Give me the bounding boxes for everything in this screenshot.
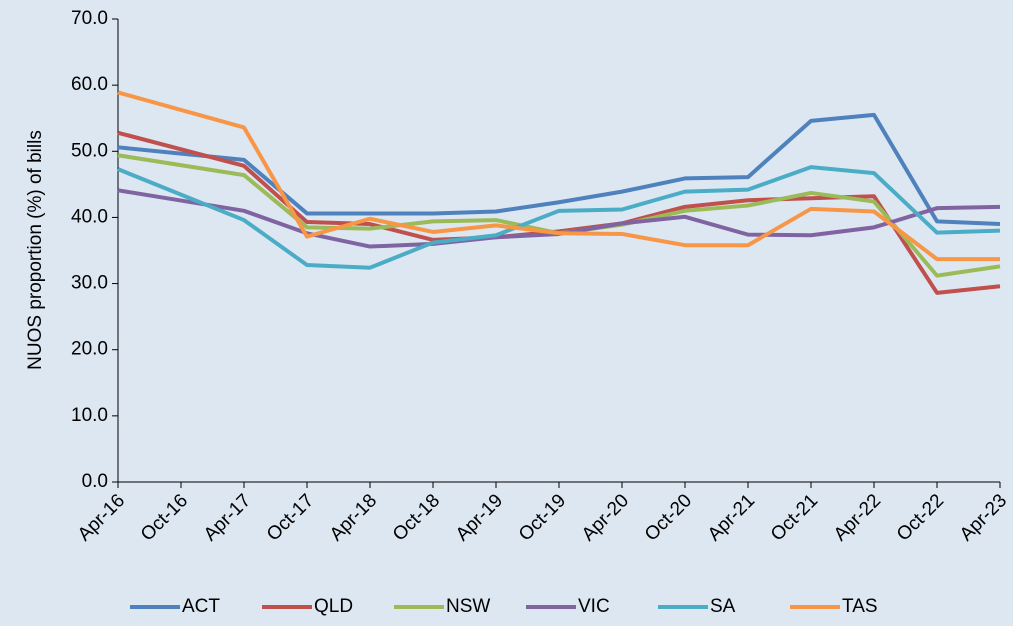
legend-label: NSW (446, 596, 490, 617)
y-tick-label: 0.0 (82, 471, 108, 492)
legend-label: ACT (182, 596, 220, 617)
legend-label: TAS (842, 596, 878, 617)
y-tick-label: 70.0 (71, 8, 108, 29)
y-tick-label: 50.0 (71, 140, 108, 161)
x-tick-label: Oct-21 (767, 490, 822, 545)
x-tick-label: Oct-20 (641, 490, 696, 545)
y-tick-label: 20.0 (71, 339, 108, 360)
y-axis-label: NUOS proportion (%) of bills (25, 130, 46, 370)
legend-label: SA (710, 596, 736, 617)
x-tick-label: Apr-16 (74, 490, 129, 545)
x-tick-label: Oct-17 (263, 490, 318, 545)
series-line (117, 165, 1001, 270)
x-tick-label: Apr-20 (578, 490, 633, 545)
y-tick-label: 10.0 (71, 405, 108, 426)
x-tick-label: Apr-23 (956, 490, 1011, 545)
x-tick-label: Apr-22 (830, 490, 885, 545)
x-tick-label: Apr-18 (326, 490, 381, 545)
y-tick-label: 40.0 (71, 206, 108, 227)
series-line (117, 112, 1001, 227)
y-tick-label: 60.0 (71, 74, 108, 95)
x-tick-label: Apr-19 (452, 490, 507, 545)
x-tick-label: Oct-18 (389, 490, 444, 545)
x-tick-label: Oct-22 (893, 490, 948, 545)
legend-label: QLD (314, 596, 353, 617)
y-tick-label: 30.0 (71, 273, 108, 294)
x-tick-label: Apr-17 (200, 490, 255, 545)
x-tick-label: Apr-21 (704, 490, 759, 545)
x-tick-label: Oct-16 (137, 490, 192, 545)
x-tick-label: Oct-19 (515, 490, 570, 545)
series-line (117, 90, 1000, 262)
legend-label: VIC (578, 596, 610, 617)
